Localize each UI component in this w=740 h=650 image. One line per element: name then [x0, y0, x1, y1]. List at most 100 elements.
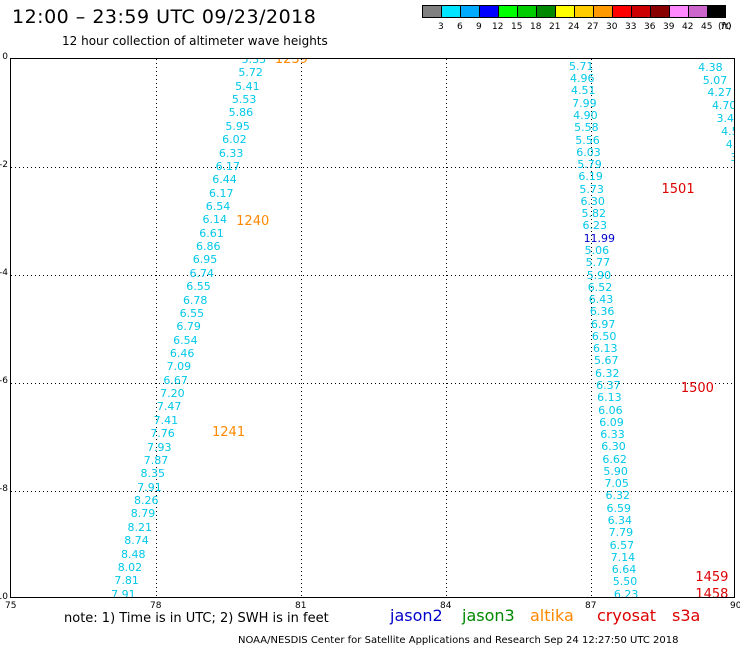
lat-tick-label: -10 — [0, 592, 8, 602]
wave-height-label: 6.02 — [222, 133, 247, 147]
scale-swatch — [650, 5, 669, 18]
pass-time-label: 1458 — [695, 586, 729, 598]
scale-label: 39 — [663, 22, 675, 32]
wave-height-label: 6.59 — [606, 501, 632, 515]
scale-label: 15 — [511, 22, 523, 32]
pass-time-label: 1459 — [695, 570, 729, 586]
legend-s3a: s3a — [672, 606, 701, 625]
wave-height-label: 6.30 — [580, 194, 605, 208]
page-title: 12:00 – 23:59 UTC 09/23/2018 — [12, 6, 317, 28]
wave-height-label: 6.13 — [592, 342, 618, 356]
scale-label: 30 — [606, 22, 618, 32]
wave-height-label: 6.64 — [611, 563, 637, 577]
wave-height-label: 6.23 — [582, 219, 608, 233]
wave-height-label: 4.27 — [707, 86, 732, 100]
wave-height-label: 4.70 — [711, 99, 735, 113]
wave-height-label: 8.79 — [130, 507, 156, 521]
scale-swatch — [479, 5, 498, 18]
legend-jason3: jason3 — [462, 606, 515, 625]
wave-height-label: 6.44 — [212, 173, 237, 187]
wave-height-label: 7.81 — [114, 574, 139, 588]
legend-altika: altika — [530, 606, 574, 625]
lat-tick-label: -4 — [0, 268, 8, 278]
wave-height-label: 6.55 — [179, 306, 205, 320]
wave-height-label: 4.96 — [570, 72, 595, 86]
wave-height-label: 6.50 — [591, 329, 617, 343]
wave-height-label: 6.33 — [600, 428, 625, 442]
wave-height-label: 7.91 — [111, 587, 136, 598]
wave-height-label: 6.19 — [578, 170, 603, 184]
lon-tick-label: 90 — [730, 601, 740, 611]
scale-swatch — [688, 5, 707, 18]
wave-height-label: 3.78 — [694, 59, 719, 60]
scale-swatch — [555, 5, 574, 18]
scale-unit: (ft) — [718, 22, 732, 32]
wave-height-label: 6.36 — [589, 305, 615, 319]
map-plot-area[interactable]: 5.35 5.72 5.41 5.53 5.86 5.95 6.02 6.33 6.17 6.44… — [10, 58, 735, 598]
wave-height-label: 6.78 — [182, 293, 208, 307]
wave-height-label: 5.41 — [235, 79, 260, 93]
wave-height-label: 5.67 — [594, 354, 619, 368]
wave-height-label: 5.07 — [702, 73, 728, 87]
scale-swatch — [612, 5, 631, 18]
scale-label: 9 — [476, 22, 482, 32]
wave-height-label: 5.35 — [241, 58, 267, 66]
lat-tick-label: -6 — [0, 376, 8, 386]
wave-height-label: 7.76 — [150, 427, 175, 441]
pass-time-label: 1239 — [274, 58, 308, 67]
wave-height-label: 5.82 — [581, 207, 606, 221]
scale-label: 18 — [530, 22, 542, 32]
wave-height-label: 5.53 — [231, 93, 257, 107]
footer-note: note: 1) Time is in UTC; 2) SWH is in fe… — [64, 611, 329, 626]
wave-height-label: 8.02 — [117, 560, 143, 574]
wave-height-label: 8.48 — [120, 547, 146, 561]
wave-height-label: 6.33 — [218, 146, 244, 160]
lat-tick-label: -2 — [0, 160, 8, 170]
scale-swatch — [631, 5, 650, 18]
wave-height-label: 6.79 — [176, 320, 201, 334]
wave-height-label: 6.30 — [601, 440, 626, 454]
wave-height-label: 5.56 — [575, 133, 600, 147]
wave-height-label: 6.86 — [195, 240, 221, 254]
wave-height-label: 5.50 — [612, 575, 638, 589]
wave-height-label: 5.72 — [238, 66, 263, 80]
wave-height-label: 8.35 — [140, 467, 166, 481]
scale-label: 45 — [701, 22, 713, 32]
wave-height-label: 7.41 — [153, 413, 179, 427]
scale-label: 6 — [457, 22, 463, 32]
wave-height-label: 6.54 — [205, 200, 231, 213]
credit-line: NOAA/NESDIS Center for Satellite Applica… — [238, 635, 679, 646]
wave-height-label: 7.87 — [143, 453, 169, 467]
pass-time-label: 1241 — [212, 424, 246, 440]
lon-tick-label: 75 — [5, 601, 17, 611]
wave-height-label: 6.46 — [169, 347, 195, 361]
wave-height-label: 6.13 — [597, 391, 622, 405]
wave-height-label: 5.95 — [225, 119, 250, 133]
scale-swatch — [707, 5, 726, 18]
legend-jason2: jason2 — [390, 606, 443, 625]
scale-swatch — [574, 5, 593, 18]
scale-swatch — [669, 5, 688, 18]
wave-height-label: 11.99 — [583, 231, 616, 245]
wave-height-label: 6.95 — [192, 253, 218, 267]
wave-height-label: 5.86 — [228, 106, 254, 120]
wave-height-label: 6.57 — [609, 538, 635, 552]
wave-height-label: 6.09 — [599, 415, 624, 429]
wave-height-label: 5.73 — [579, 182, 604, 196]
wave-height-label: 6.14 — [202, 213, 228, 227]
scale-swatch — [593, 5, 612, 18]
wave-height-label: 6.61 — [199, 226, 224, 240]
scale-swatch — [460, 5, 479, 18]
color-scale-legend: 3 6 9 12 15 18 21 24 27 30 33 36 39 42 45 70 (ft) — [0, 0, 740, 36]
wave-height-label: 6.55 — [186, 280, 211, 294]
pass-time-label: 1501 — [661, 181, 695, 197]
wave-height-label: 5.79 — [577, 158, 602, 172]
wave-height-label: 8.74 — [124, 534, 149, 548]
scale-label: 3 — [438, 22, 444, 32]
scale-swatch — [441, 5, 460, 18]
wave-height-label: 6.97 — [590, 317, 616, 331]
wave-height-label: 5.77 — [585, 256, 611, 270]
wave-height-label: 3.95 — [730, 152, 734, 163]
pass-time-label: 1500 — [680, 381, 714, 397]
wave-height-label: 7.14 — [610, 550, 636, 564]
